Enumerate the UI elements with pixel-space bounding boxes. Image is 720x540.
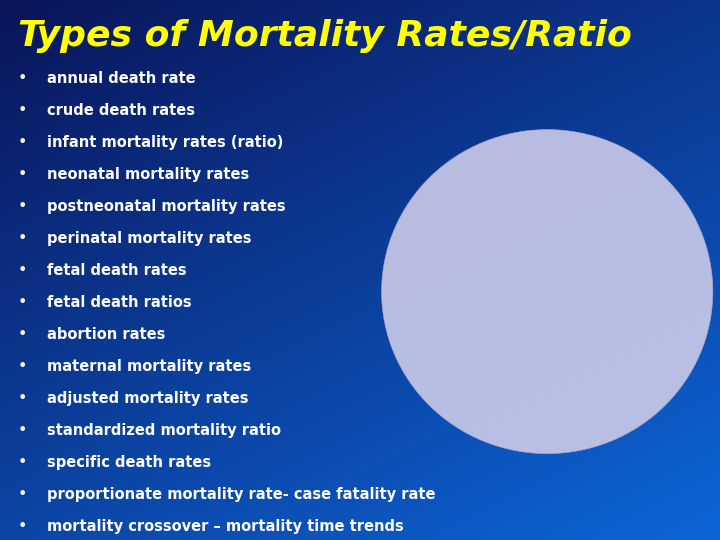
Text: •: • <box>18 295 27 310</box>
Text: adjusted mortality rates: adjusted mortality rates <box>47 391 248 406</box>
Text: •: • <box>18 71 27 86</box>
Text: •: • <box>18 487 27 502</box>
Text: •: • <box>18 423 27 438</box>
Text: postneonatal mortality rates: postneonatal mortality rates <box>47 199 285 214</box>
Text: •: • <box>18 103 27 118</box>
Text: proportionate mortality rate- case fatality rate: proportionate mortality rate- case fatal… <box>47 487 436 502</box>
Text: annual death rate: annual death rate <box>47 71 195 86</box>
Text: mortality crossover – mortality time trends: mortality crossover – mortality time tre… <box>47 519 403 534</box>
Text: infant mortality rates (ratio): infant mortality rates (ratio) <box>47 135 283 150</box>
Text: perinatal mortality rates: perinatal mortality rates <box>47 231 251 246</box>
Text: •: • <box>18 199 27 214</box>
Text: neonatal mortality rates: neonatal mortality rates <box>47 167 249 182</box>
Text: fetal death rates: fetal death rates <box>47 263 186 278</box>
Text: maternal mortality rates: maternal mortality rates <box>47 359 251 374</box>
Text: •: • <box>18 455 27 470</box>
Text: •: • <box>18 391 27 406</box>
Text: •: • <box>18 327 27 342</box>
Text: crude death rates: crude death rates <box>47 103 195 118</box>
Text: •: • <box>18 167 27 182</box>
Text: specific death rates: specific death rates <box>47 455 211 470</box>
Text: •: • <box>18 519 27 534</box>
Text: Types of Mortality Rates/Ratio: Types of Mortality Rates/Ratio <box>18 19 632 53</box>
Text: •: • <box>18 135 27 150</box>
Text: •: • <box>18 231 27 246</box>
Text: standardized mortality ratio: standardized mortality ratio <box>47 423 281 438</box>
Text: abortion rates: abortion rates <box>47 327 165 342</box>
Ellipse shape <box>382 130 713 454</box>
Text: •: • <box>18 263 27 278</box>
Text: fetal death ratios: fetal death ratios <box>47 295 192 310</box>
Text: •: • <box>18 359 27 374</box>
